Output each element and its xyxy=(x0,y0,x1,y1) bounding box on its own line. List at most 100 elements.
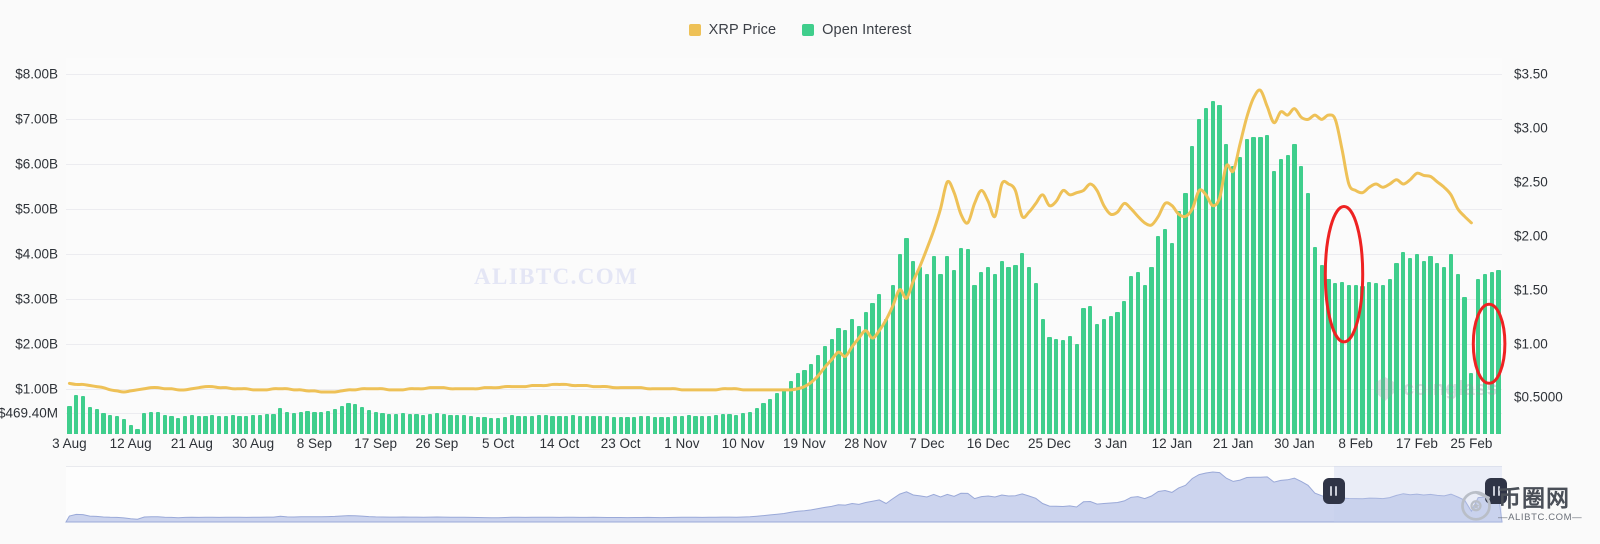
bar[interactable] xyxy=(1088,305,1093,434)
bar[interactable] xyxy=(999,260,1004,434)
bar[interactable] xyxy=(904,238,909,434)
bar[interactable] xyxy=(952,269,957,434)
bar[interactable] xyxy=(618,416,623,434)
bar[interactable] xyxy=(754,407,759,434)
bar[interactable] xyxy=(1013,265,1018,434)
bar[interactable] xyxy=(1067,335,1072,434)
bar[interactable] xyxy=(992,274,998,434)
bar[interactable] xyxy=(1271,170,1277,434)
bar[interactable] xyxy=(632,416,637,434)
bar[interactable] xyxy=(1380,285,1385,434)
bar[interactable] xyxy=(863,312,868,434)
bar[interactable] xyxy=(393,414,399,434)
bar[interactable] xyxy=(809,364,814,434)
bar[interactable] xyxy=(523,416,528,434)
bar[interactable] xyxy=(761,403,766,434)
bar[interactable] xyxy=(1258,136,1263,434)
bar[interactable] xyxy=(339,406,344,434)
bar[interactable] xyxy=(1360,286,1365,434)
bar[interactable] xyxy=(775,393,780,434)
bar[interactable] xyxy=(182,416,188,434)
bar[interactable] xyxy=(652,416,657,434)
bar[interactable] xyxy=(291,413,297,434)
bar[interactable] xyxy=(468,416,474,434)
bar[interactable] xyxy=(169,416,174,434)
bar[interactable] xyxy=(836,328,841,434)
bar[interactable] xyxy=(1394,262,1399,434)
bar[interactable] xyxy=(870,303,875,434)
bar[interactable] xyxy=(720,413,725,434)
bar[interactable] xyxy=(359,406,365,434)
bar[interactable] xyxy=(1115,312,1120,434)
bar[interactable] xyxy=(924,274,930,434)
bar[interactable] xyxy=(400,413,405,434)
bar[interactable] xyxy=(530,415,535,434)
bar[interactable] xyxy=(1169,242,1175,434)
bar[interactable] xyxy=(1163,229,1168,434)
bar[interactable] xyxy=(1047,337,1052,434)
bar[interactable] xyxy=(645,416,650,434)
bar[interactable] xyxy=(1305,193,1311,434)
bar[interactable] xyxy=(1312,247,1317,434)
bar[interactable] xyxy=(1149,267,1154,434)
bar[interactable] xyxy=(856,325,861,434)
bar[interactable] xyxy=(958,248,964,434)
bar[interactable] xyxy=(148,411,154,434)
bar[interactable] xyxy=(536,414,542,434)
bar[interactable] xyxy=(768,398,773,434)
bar[interactable] xyxy=(319,411,324,434)
bar[interactable] xyxy=(475,416,480,434)
bar[interactable] xyxy=(121,419,126,434)
bar[interactable] xyxy=(1326,278,1331,434)
bar[interactable] xyxy=(101,412,106,434)
bar[interactable] xyxy=(1387,278,1392,434)
bar[interactable] xyxy=(802,370,807,434)
bar[interactable] xyxy=(1401,251,1406,434)
bar[interactable] xyxy=(516,415,521,434)
bar[interactable] xyxy=(1435,262,1440,434)
bar[interactable] xyxy=(1414,253,1420,434)
bar[interactable] xyxy=(1094,323,1100,434)
bar[interactable] xyxy=(747,411,753,434)
bar[interactable] xyxy=(890,285,895,434)
legend-item-open-interest[interactable]: Open Interest xyxy=(802,22,911,38)
bar[interactable] xyxy=(114,416,120,434)
bar[interactable] xyxy=(1217,105,1222,434)
bar[interactable] xyxy=(448,414,453,434)
bar[interactable] xyxy=(659,417,664,434)
bar[interactable] xyxy=(911,260,916,434)
bar[interactable] xyxy=(1339,281,1345,434)
bar[interactable] xyxy=(264,413,269,434)
bar[interactable] xyxy=(1006,267,1011,434)
bar[interactable] xyxy=(217,416,222,434)
range-selector-handle-left[interactable] xyxy=(1322,478,1345,504)
bar[interactable] xyxy=(251,415,256,434)
bar[interactable] xyxy=(598,416,603,434)
bar[interactable] xyxy=(285,412,290,434)
bar[interactable] xyxy=(230,415,235,434)
bar[interactable] xyxy=(1278,159,1283,434)
bar[interactable] xyxy=(1203,107,1209,434)
bar[interactable] xyxy=(312,411,317,434)
bar[interactable] xyxy=(305,411,310,434)
bar[interactable] xyxy=(1408,258,1413,434)
bar[interactable] xyxy=(564,415,569,434)
bar[interactable] xyxy=(332,409,337,434)
bar[interactable] xyxy=(1244,139,1249,434)
bar[interactable] xyxy=(80,396,86,434)
bar[interactable] xyxy=(1496,269,1501,434)
bar[interactable] xyxy=(965,249,970,434)
bar[interactable] xyxy=(741,413,746,434)
bar[interactable] xyxy=(346,403,351,434)
bar[interactable] xyxy=(543,415,548,434)
bar[interactable] xyxy=(244,416,249,434)
bar[interactable] xyxy=(1482,274,1488,434)
bar[interactable] xyxy=(727,414,732,434)
range-selector-selection[interactable] xyxy=(1333,466,1502,522)
bar[interactable] xyxy=(557,416,562,434)
bar[interactable] xyxy=(1074,343,1079,434)
bar[interactable] xyxy=(1353,285,1358,434)
bar[interactable] xyxy=(679,415,685,434)
bar[interactable] xyxy=(74,395,79,434)
bar[interactable] xyxy=(849,319,855,434)
